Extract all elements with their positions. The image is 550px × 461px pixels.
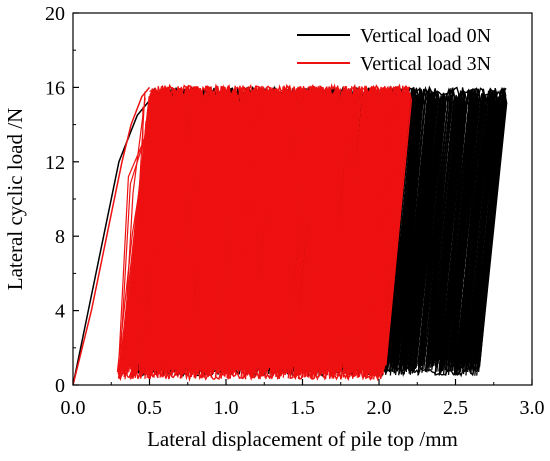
x-tick-label: 2.0 [367, 397, 392, 419]
y-tick-label: 20 [45, 3, 65, 25]
y-tick-label: 4 [55, 301, 65, 323]
hysteresis-loop [382, 93, 411, 370]
initial-loading-path [73, 90, 158, 385]
legend: Vertical load 0N Vertical load 3N [297, 25, 491, 75]
band-top-edge [149, 83, 411, 97]
band-bottom-edge [118, 368, 385, 383]
hysteresis-loop [383, 92, 413, 370]
early-cycle-path [118, 121, 147, 369]
hysteresis-loop [477, 95, 508, 365]
x-tick-label: 1.0 [214, 397, 239, 419]
early-cycle-path [122, 97, 146, 369]
series-1-curves [73, 83, 413, 385]
x-axis-title: Lateral displacement of pile top /mm [147, 427, 458, 451]
x-tick-label: 3.0 [520, 397, 545, 419]
early-cycle-path [130, 109, 149, 379]
x-tick-label: 0.0 [61, 397, 86, 419]
y-tick-label: 16 [45, 77, 65, 99]
curves-layer [73, 83, 508, 385]
y-axis-title: Lateral cyclic load /N [3, 108, 27, 291]
early-cycle-path [128, 92, 152, 367]
y-tick-label: 0 [55, 375, 65, 397]
legend-label-vertical-load-0n: Vertical load 0N [360, 25, 491, 47]
y-tick-label: 8 [55, 226, 65, 248]
x-tick-label: 2.5 [443, 397, 468, 419]
early-cycle-path [130, 106, 144, 362]
legend-label-vertical-load-3n: Vertical load 3N [360, 53, 491, 75]
ticks-layer: 0.0 0.5 1.0 1.5 2.0 2.5 3.0 0 4 8 12 16 20 [45, 3, 545, 419]
initial-loading-path [73, 86, 151, 385]
x-tick-label: 0.5 [137, 397, 162, 419]
y-tick-label: 12 [45, 152, 65, 174]
x-tick-label: 1.5 [290, 397, 315, 419]
early-cycle-path [132, 123, 150, 364]
